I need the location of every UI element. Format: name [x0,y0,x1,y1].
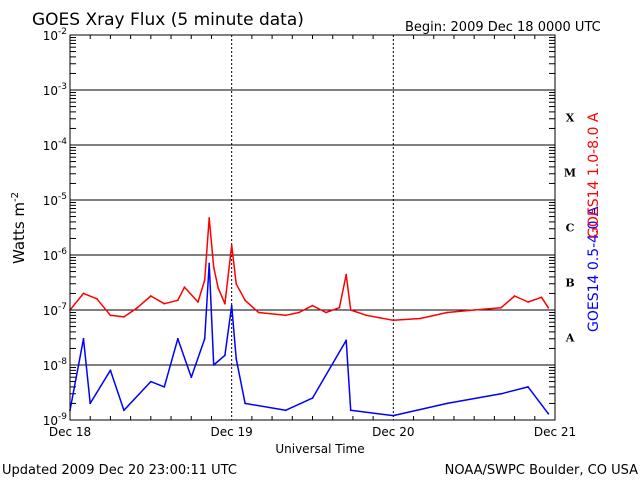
flare-class-label: C [566,222,575,235]
y-tick-labels: 10-210-310-410-510-610-710-810-9 [43,27,68,428]
data-point-red [137,307,139,309]
data-point-red [224,303,226,305]
data-point-blue [527,386,529,388]
data-point-blue [392,415,394,417]
data-point-red [235,283,237,285]
y-axis-label: Watts m [10,202,28,264]
flare-class-label: A [565,332,575,345]
data-point-blue [500,393,502,395]
data-point-blue [312,397,314,399]
flare-class-label: B [565,277,574,290]
series-line-blue [70,264,548,416]
data-point-red [285,314,287,316]
chart-title: GOES Xray Flux (5 minute data) [32,10,304,30]
data-point-red [325,312,327,314]
data-point-blue [110,369,112,371]
data-point-red [312,305,314,307]
data-point-red [258,312,260,314]
x-tick-labels: Dec 18 Dec 19 Dec 20 Dec 21 [49,425,576,439]
data-point-blue [285,409,287,411]
data-point-blue [213,364,215,366]
y-tick-label: 10-5 [43,192,67,208]
data-point-red [244,299,246,301]
data-point-red [527,301,529,303]
svg-text:Watts m-2: Watts m-2 [10,192,28,264]
data-point-red [298,312,300,314]
data-point-red [96,298,98,300]
series-line-red [70,218,548,320]
data-point-blue [204,338,206,340]
data-point-blue [190,376,192,378]
data-point-blue [244,403,246,405]
data-point-blue [89,403,91,405]
data-point-red [197,301,199,303]
y-tick-label: 10-4 [43,137,68,153]
begin-label: Begin: 2009 Dec 18 0000 UTC [405,20,601,35]
data-point-blue [350,409,352,411]
data-point-blue [231,305,233,307]
legend-red: GOES14 1.0-8.0 A [586,112,602,238]
data-point-red [547,307,549,309]
data-point-red [208,217,210,219]
data-point-blue [446,403,448,405]
y-tick-label: 10-2 [43,27,67,43]
y-axis-label-group: Watts m-2 [10,192,28,264]
data-point-red [213,266,215,268]
data-point-red [366,314,368,316]
legend-series-red: GOES14 1.0-8.0 A [586,112,602,238]
data-point-red [83,293,85,295]
data-point-red [500,307,502,309]
data-point-red [392,319,394,321]
data-point-red [419,318,421,320]
x-tick-label: Dec 19 [211,425,253,439]
data-point-red [204,279,206,281]
y-tick-label: 10-6 [43,247,68,263]
data-point-red [345,274,347,276]
y-tick-label: 10-7 [43,302,67,318]
y-axis-exponent: -2 [10,192,21,202]
flare-class-labels: X M C B A [564,112,576,345]
x-tick-label: Dec 21 [534,425,576,439]
data-point-red [541,296,543,298]
data-point-red [350,309,352,311]
data-point-blue [150,381,152,383]
data-point-red [217,287,219,289]
data-point-red [123,316,125,318]
data-point-red [110,314,112,316]
data-point-red [514,295,516,297]
data-point-blue [547,413,549,415]
data-point-red [150,295,152,297]
credit-label: NOAA/SWPC Boulder, CO USA [445,463,638,478]
data-point-red [446,312,448,314]
flare-class-label: M [564,167,576,180]
x-tick-label: Dec 18 [49,425,91,439]
data-point-blue [177,338,179,340]
updated-timestamp: Updated 2009 Dec 20 23:00:11 UTC [2,463,237,478]
series-layer [69,217,549,416]
data-point-blue [83,338,85,340]
data-point-red [339,307,341,309]
flare-class-label: X [566,112,575,125]
y-tick-label: 10-8 [43,357,68,373]
grid [70,35,555,420]
data-point-red [163,303,165,305]
data-point-red [473,309,475,311]
data-point-blue [163,386,165,388]
data-point-blue [345,340,347,342]
data-point-blue [224,354,226,356]
data-point-red [184,286,186,288]
data-point-red [177,299,179,301]
x-tick-label: Dec 20 [372,425,414,439]
data-point-blue [235,358,237,360]
y-tick-label: 10-3 [43,82,67,98]
x-axis-label: Universal Time [275,442,364,456]
data-point-red [231,244,233,246]
data-point-blue [208,263,210,265]
plot-frame [70,35,555,420]
data-point-blue [123,409,125,411]
